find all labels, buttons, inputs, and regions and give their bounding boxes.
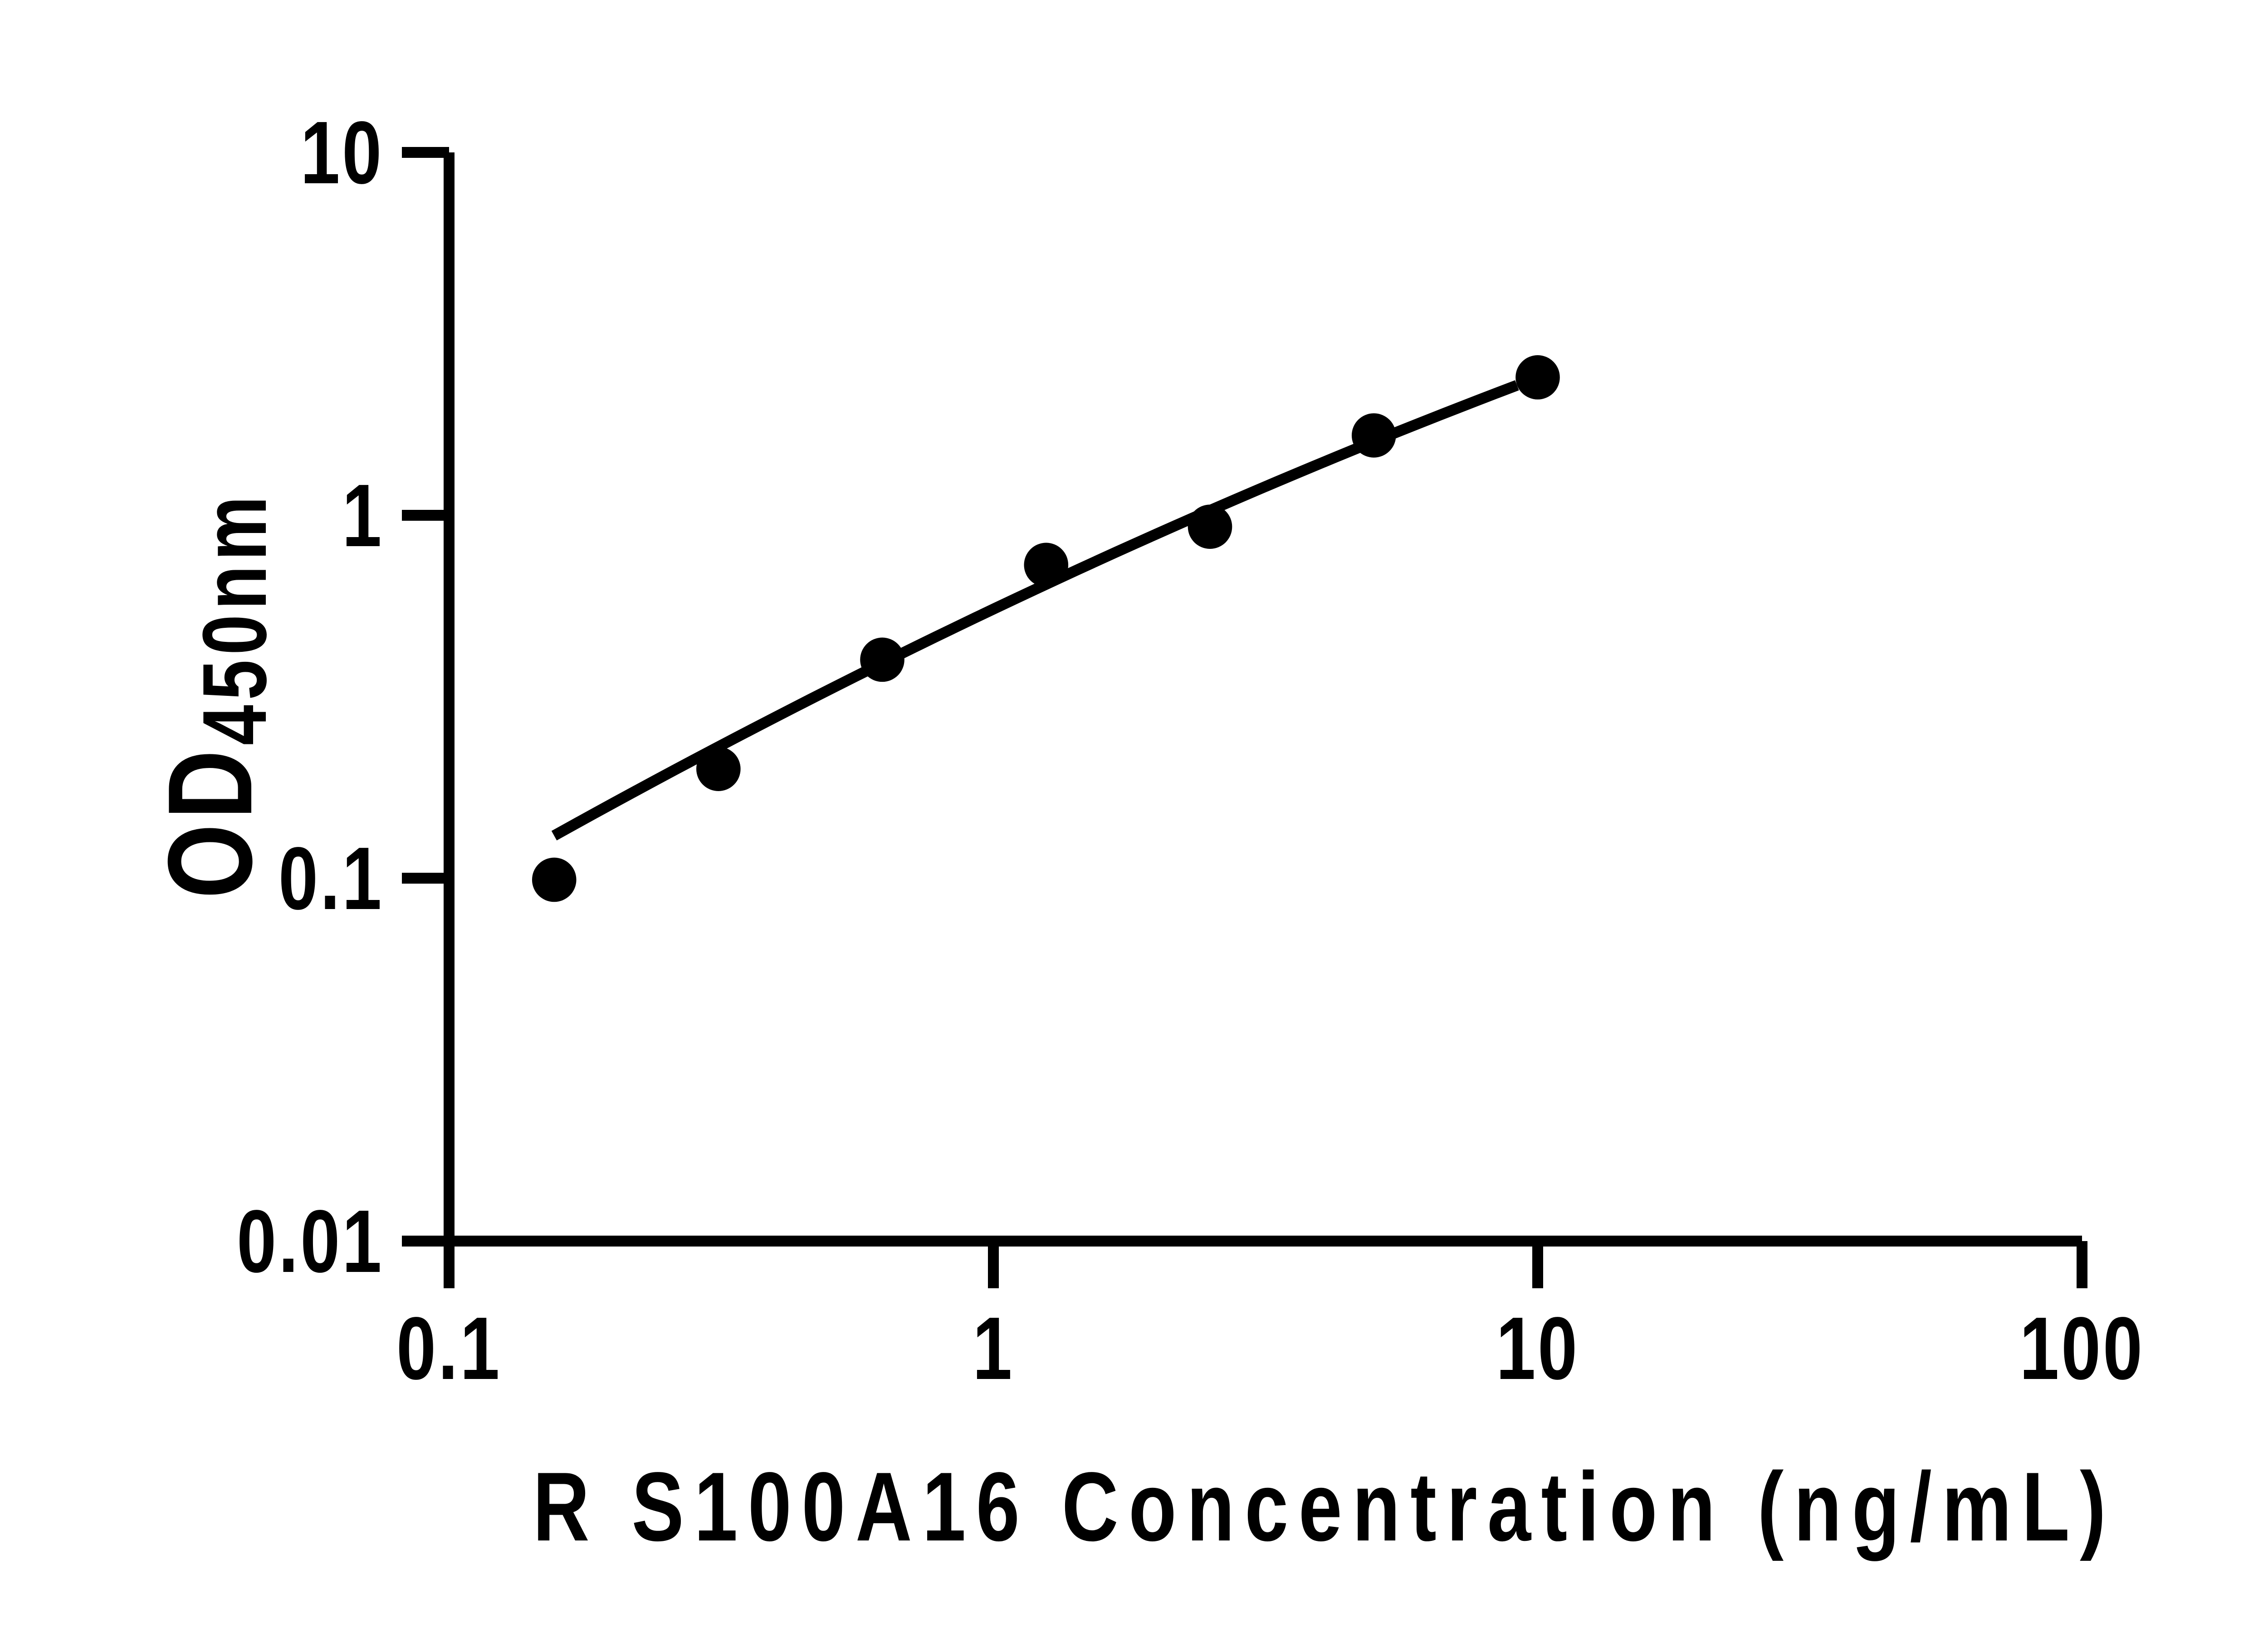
y-tick-label-0.01: 0.01 [237,1191,384,1291]
x-tick-label-100: 100 [2019,1298,2145,1398]
x-axis-title: R S100A16 Concentration (ng/mL) [533,1453,2116,1562]
x-tick-label-1: 1 [973,1298,1014,1398]
y-tick-label-1: 1 [342,465,384,565]
x-tick-label-0.1: 0.1 [396,1298,502,1398]
axis-lines [444,152,2082,1247]
y-axis-title-main: OD [142,745,277,899]
data-point [860,637,904,682]
y-axis-title: OD450nm [141,491,288,899]
x-tick-label-10: 10 [1496,1298,1579,1398]
y-tick-label-10: 10 [300,103,384,202]
data-point [1188,504,1232,549]
data-point [1515,355,1560,400]
y-tick-label-0.1: 0.1 [279,828,384,928]
data-point [696,747,741,791]
data-point [1351,413,1396,458]
data-point [532,857,577,902]
data-point [1024,543,1069,587]
y-axis-title-subscript: 450nm [184,491,286,745]
